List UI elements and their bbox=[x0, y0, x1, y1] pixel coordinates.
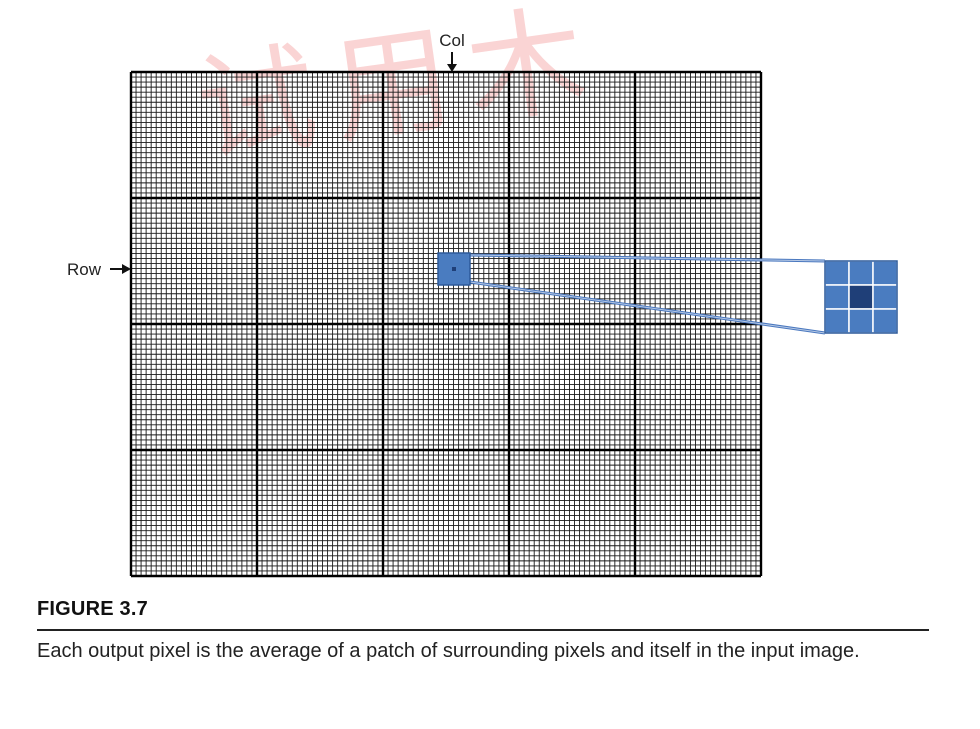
zoom-center-pixel bbox=[848, 284, 874, 310]
zoom-neighbor-pixel bbox=[872, 284, 898, 310]
figure-label: FIGURE 3.7 bbox=[37, 598, 148, 620]
patch-center-pixel bbox=[452, 267, 456, 271]
figure-caption: Each output pixel is the average of a pa… bbox=[37, 640, 860, 662]
tile-grid bbox=[129, 70, 763, 578]
highlighted-patch bbox=[437, 252, 471, 286]
col-label: Col bbox=[439, 31, 465, 50]
zoom-neighbor-pixel bbox=[824, 308, 850, 334]
row-label: Row bbox=[67, 260, 102, 279]
zoom-neighbor-pixel bbox=[872, 260, 898, 286]
zoom-neighbor-pixel bbox=[848, 308, 874, 334]
zoomed-patch bbox=[824, 260, 898, 334]
col-arrow-icon bbox=[447, 52, 457, 72]
zoom-border bbox=[824, 260, 898, 334]
row-arrow-icon bbox=[110, 264, 131, 274]
zoom-neighbor-pixel bbox=[848, 260, 874, 286]
zoom-neighbor-pixel bbox=[824, 260, 850, 286]
connector-line-highlight bbox=[469, 254, 826, 262]
zoom-neighbor-pixel bbox=[872, 308, 898, 334]
caption-divider bbox=[37, 629, 929, 631]
zoom-neighbor-pixel bbox=[824, 284, 850, 310]
zoom-connector-lines bbox=[469, 253, 826, 335]
connector-line-highlight bbox=[469, 281, 826, 334]
